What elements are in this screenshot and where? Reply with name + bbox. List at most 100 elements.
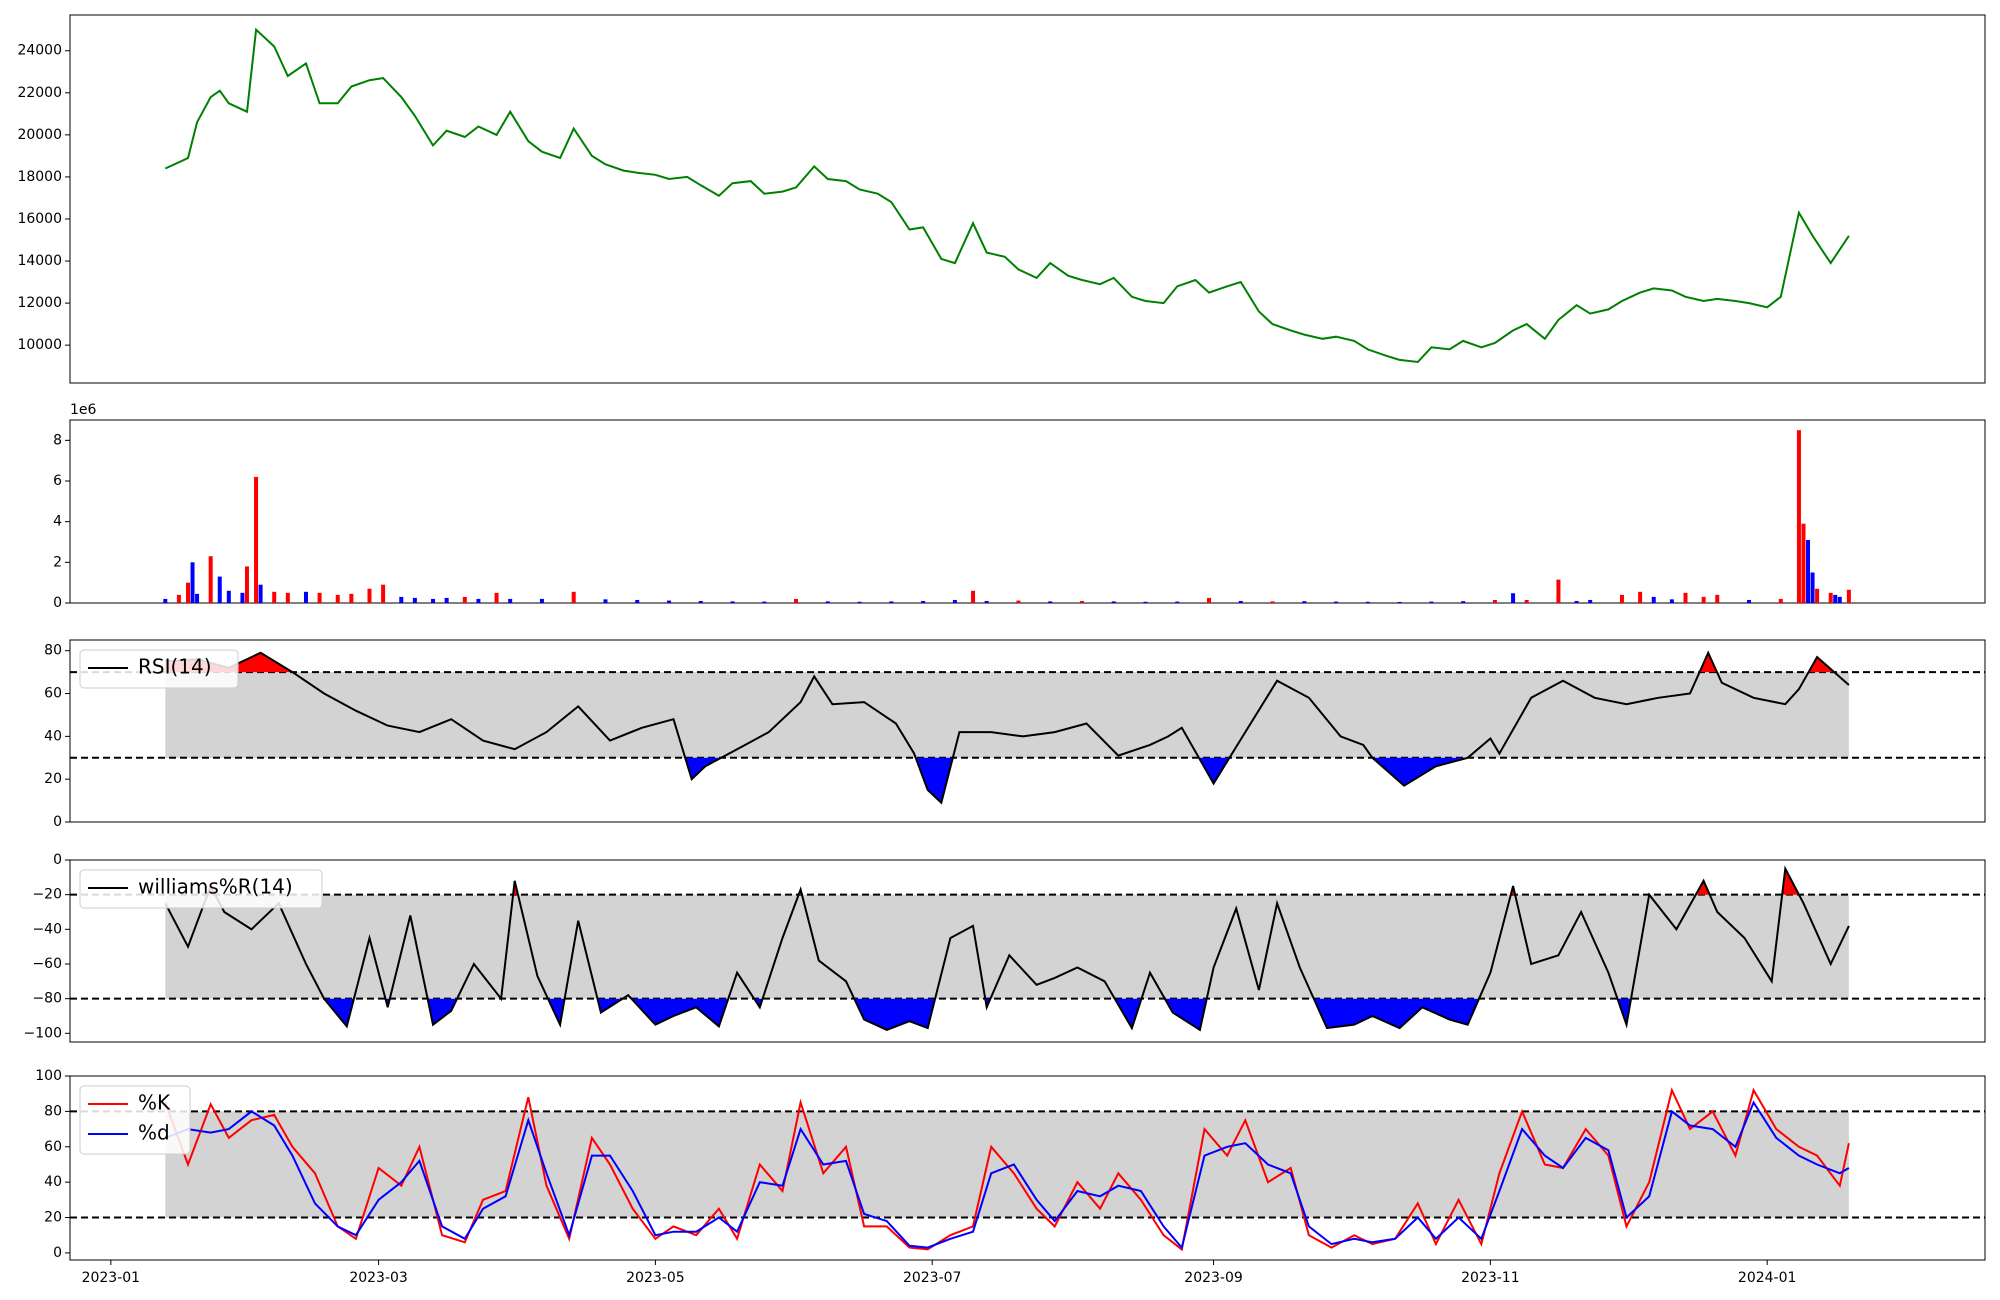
price-line [164, 27, 1850, 364]
legend-label: williams%R(14) [138, 875, 293, 899]
volume-bar [190, 562, 195, 603]
x-tick-label: 2023-11 [1461, 1270, 1520, 1286]
volume-bar [1334, 601, 1339, 603]
volume-bar [317, 592, 322, 603]
volume-bar [226, 590, 231, 603]
y-tick-label: 20000 [17, 127, 62, 143]
volume-bar [508, 598, 513, 603]
x-tick-label: 2023-03 [349, 1270, 408, 1286]
y-tick-label: 10000 [17, 337, 62, 353]
volume-bar [240, 592, 245, 603]
volume-bar [603, 599, 608, 603]
volume-bar [921, 600, 926, 603]
y-tick-label: 22000 [17, 85, 62, 101]
axis-offset-label: 1e6 [70, 402, 97, 418]
x-tick-label: 2023-09 [1184, 1270, 1243, 1286]
y-tick-label: 14000 [17, 253, 62, 269]
volume-bar [1079, 600, 1084, 603]
volume-bar [1175, 601, 1180, 603]
williams-r-line [164, 865, 1850, 1032]
volume-bar [667, 600, 672, 603]
volume-bar [494, 592, 499, 603]
volume-bar [476, 598, 481, 603]
volume-bar [1397, 601, 1402, 603]
y-tick-label: 20 [44, 771, 62, 787]
neutral-band [165, 894, 1849, 999]
y-tick-label: 18000 [17, 169, 62, 185]
volume-bar [1016, 600, 1021, 603]
volume-bar [367, 588, 372, 603]
y-tick-label: 4 [53, 514, 62, 530]
y-tick-label: −40 [32, 921, 62, 937]
volume-bar [1796, 430, 1801, 603]
x-tick-label: 2023-01 [82, 1270, 141, 1286]
volume-bar [1270, 601, 1275, 603]
legend-label: RSI(14) [138, 655, 212, 679]
volume-bar [1461, 601, 1466, 603]
y-tick-label: 100 [35, 1068, 62, 1084]
y-tick-label: 0 [53, 852, 62, 868]
legend-label: %d [138, 1121, 170, 1145]
volume-bar [254, 476, 259, 603]
oversold-fill [324, 998, 354, 1027]
williams-r-panel: 0 −20 −40 −60 −80 −100 williams%R(14) [24, 852, 1986, 1043]
volume-bar [208, 556, 213, 603]
volume-bar [349, 593, 354, 603]
y-tick-label: 20 [44, 1210, 62, 1226]
y-tick-label: 16000 [17, 211, 62, 227]
volume-bar [176, 594, 181, 603]
volume-bar [889, 601, 894, 603]
volume-bar [730, 601, 735, 603]
volume-bar [1801, 523, 1806, 603]
legend-box [79, 649, 239, 689]
volume-bar [1556, 579, 1561, 603]
volume-bar [1815, 588, 1820, 603]
volume-bar [539, 598, 544, 603]
legend-box [79, 869, 323, 909]
y-tick-label: 0 [53, 595, 62, 611]
oversold-fill [1198, 757, 1230, 784]
volume-bar [285, 592, 290, 603]
rsi-line [165, 650, 1850, 805]
axes-frame [69, 859, 1986, 1043]
legend-label: %K [138, 1091, 171, 1115]
volume-bar [1524, 599, 1529, 603]
volume-bar [163, 598, 168, 603]
y-tick-label: −60 [32, 956, 62, 972]
y-tick-label: 60 [44, 1139, 62, 1155]
stochastic-panel: 0 20 40 60 80 100 %K %d 2023-01 2023-03 2023-05 202… [35, 1068, 1986, 1286]
volume-bar [1143, 601, 1148, 603]
volume-bar [462, 596, 467, 603]
x-tick-label: 2023-05 [626, 1270, 685, 1286]
volume-bar [272, 591, 277, 603]
volume-bar [984, 600, 989, 603]
axes-frame [69, 1075, 1986, 1261]
volume-bar [217, 576, 222, 603]
y-tick-label: −20 [32, 887, 62, 903]
volume-bar [244, 566, 249, 603]
volume-bar [381, 584, 386, 603]
volume-bar [1511, 593, 1516, 603]
volume-bar [399, 596, 404, 603]
volume-bar [971, 590, 976, 603]
legend-box [79, 1085, 191, 1155]
volume-bar [698, 600, 703, 603]
oversold-fill [427, 998, 458, 1025]
overbought-fill [1695, 880, 1710, 895]
volume-bar [1715, 594, 1720, 603]
rsi-panel: 0 20 40 60 80 RSI(14) [44, 639, 1986, 830]
volume-bar [303, 591, 308, 603]
y-tick-label: 0 [53, 814, 62, 830]
y-tick-label: 6 [53, 473, 62, 489]
stochastic-k-line [164, 1087, 1850, 1252]
volume-bar [1837, 596, 1842, 603]
axes-frame [69, 14, 1986, 384]
y-tick-label: −80 [32, 991, 62, 1007]
volume-bar [1111, 601, 1116, 603]
volume-bar [1207, 597, 1212, 603]
y-tick-label: 40 [44, 1174, 62, 1190]
volume-bar [1588, 599, 1593, 603]
axes-frame [69, 419, 1986, 604]
volume-bar [635, 599, 640, 603]
